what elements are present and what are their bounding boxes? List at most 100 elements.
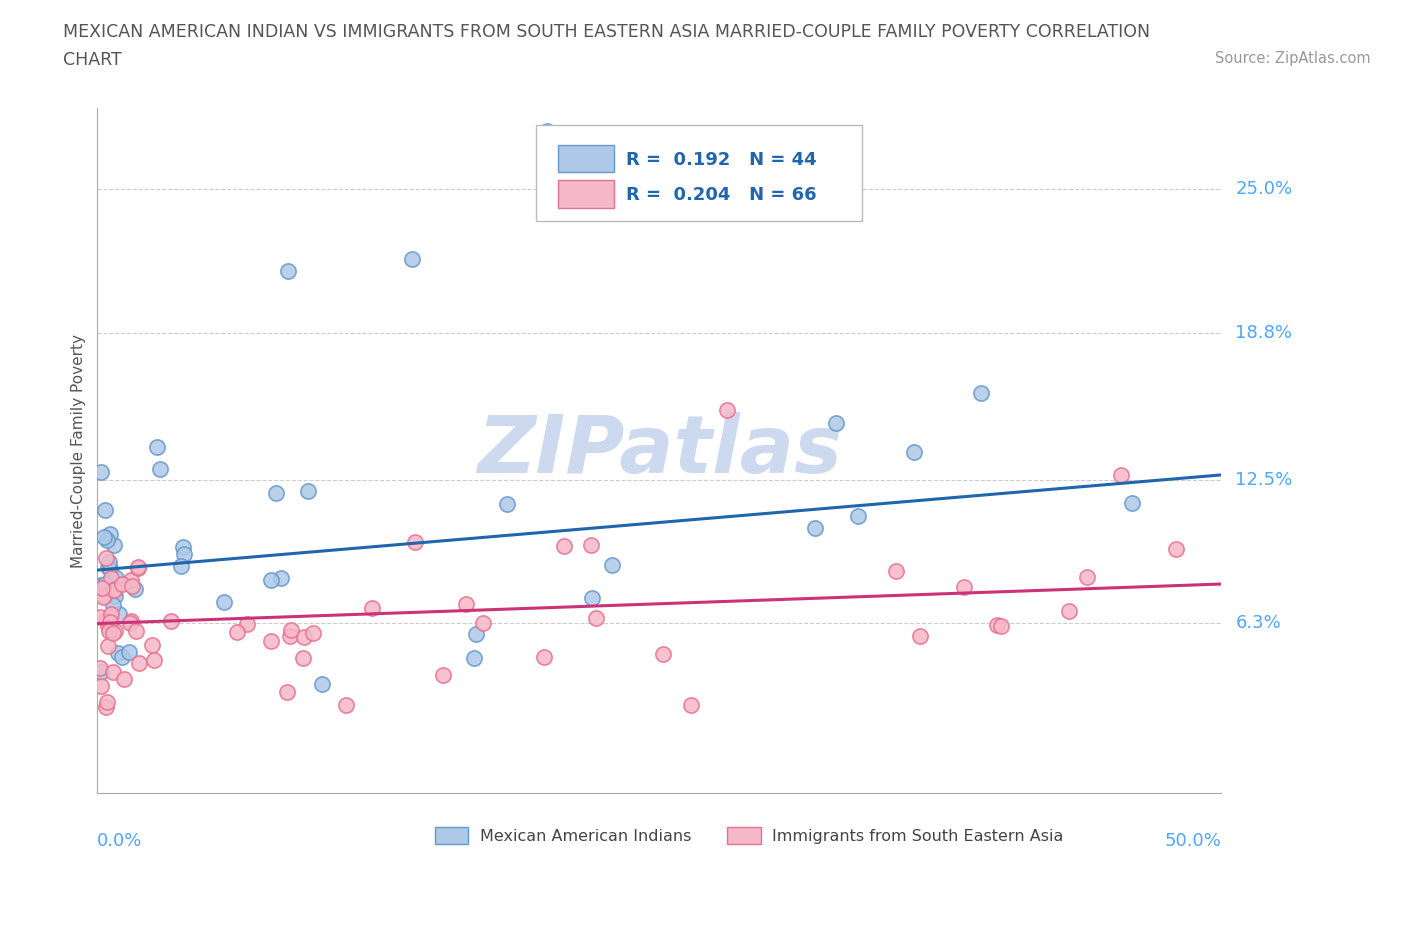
Point — [96, 533, 118, 548]
Point — [97, 639, 120, 654]
Point — [90, 464, 112, 479]
Point — [311, 676, 333, 691]
Point — [226, 625, 249, 640]
Point — [98, 562, 121, 577]
Point — [291, 650, 314, 665]
Point — [579, 538, 602, 552]
Point — [600, 557, 623, 572]
Point — [127, 561, 149, 576]
Point — [124, 582, 146, 597]
Text: R =  0.204   N = 66: R = 0.204 N = 66 — [626, 186, 817, 205]
Point — [652, 647, 675, 662]
Point — [96, 551, 118, 565]
Point — [100, 562, 122, 577]
Point — [96, 695, 118, 710]
Point — [94, 576, 117, 591]
Text: CHART: CHART — [63, 51, 122, 69]
Text: 50.0%: 50.0% — [1164, 832, 1222, 850]
Point — [172, 539, 194, 554]
Point — [471, 616, 494, 631]
Point — [990, 618, 1012, 633]
Point — [173, 546, 195, 561]
Point — [1166, 542, 1188, 557]
Point — [89, 661, 111, 676]
FancyBboxPatch shape — [727, 828, 761, 844]
Point — [236, 617, 259, 631]
Point — [553, 538, 575, 553]
Point — [280, 622, 302, 637]
Point — [679, 698, 702, 712]
Point — [104, 623, 127, 638]
FancyBboxPatch shape — [558, 180, 614, 207]
Point — [884, 564, 907, 578]
Point — [103, 583, 125, 598]
Point — [128, 656, 150, 671]
Point — [952, 580, 974, 595]
Point — [970, 385, 993, 400]
Text: ZIPatlas: ZIPatlas — [477, 411, 842, 489]
Point — [107, 645, 129, 660]
Point — [89, 610, 111, 625]
Point — [127, 559, 149, 574]
Point — [803, 521, 825, 536]
Text: 0.0%: 0.0% — [97, 832, 143, 850]
Text: 25.0%: 25.0% — [1236, 180, 1292, 198]
Point — [93, 589, 115, 604]
Point — [160, 613, 183, 628]
Point — [97, 554, 120, 569]
Point — [294, 630, 316, 644]
Point — [125, 623, 148, 638]
Point — [112, 671, 135, 686]
Point — [301, 625, 323, 640]
Point — [90, 664, 112, 679]
Point — [120, 614, 142, 629]
Point — [101, 665, 124, 680]
Point — [121, 578, 143, 593]
Point — [104, 581, 127, 596]
Point — [270, 571, 292, 586]
Point — [716, 403, 738, 418]
Point — [260, 572, 283, 587]
Point — [104, 571, 127, 586]
Point — [908, 629, 931, 644]
Text: Mexican American Indians: Mexican American Indians — [479, 829, 690, 844]
Point — [91, 590, 114, 604]
Point — [98, 608, 121, 623]
Point — [360, 601, 382, 616]
FancyBboxPatch shape — [558, 145, 614, 172]
Point — [108, 606, 131, 621]
Point — [94, 503, 117, 518]
Point — [533, 650, 555, 665]
Point — [96, 613, 118, 628]
FancyBboxPatch shape — [434, 828, 468, 844]
Text: 12.5%: 12.5% — [1236, 471, 1292, 488]
Text: Source: ZipAtlas.com: Source: ZipAtlas.com — [1215, 51, 1371, 66]
Point — [97, 618, 120, 633]
Text: 18.8%: 18.8% — [1236, 325, 1292, 342]
Point — [1057, 604, 1080, 618]
Point — [141, 637, 163, 652]
Point — [495, 497, 517, 512]
Point — [432, 668, 454, 683]
Point — [278, 629, 301, 644]
Point — [110, 649, 132, 664]
Point — [581, 591, 603, 605]
Point — [846, 509, 869, 524]
Point — [100, 606, 122, 621]
Point — [100, 570, 122, 585]
Point — [90, 679, 112, 694]
Point — [118, 644, 141, 659]
Point — [276, 684, 298, 699]
Point — [1076, 570, 1098, 585]
Point — [536, 124, 558, 139]
Point — [335, 698, 357, 712]
Text: MEXICAN AMERICAN INDIAN VS IMMIGRANTS FROM SOUTH EASTERN ASIA MARRIED-COUPLE FAM: MEXICAN AMERICAN INDIAN VS IMMIGRANTS FR… — [63, 23, 1150, 41]
Point — [111, 577, 134, 591]
Point — [463, 651, 485, 666]
Point — [825, 415, 848, 430]
Point — [98, 615, 121, 630]
Point — [104, 588, 127, 603]
Point — [585, 611, 607, 626]
Point — [297, 484, 319, 498]
Point — [142, 652, 165, 667]
